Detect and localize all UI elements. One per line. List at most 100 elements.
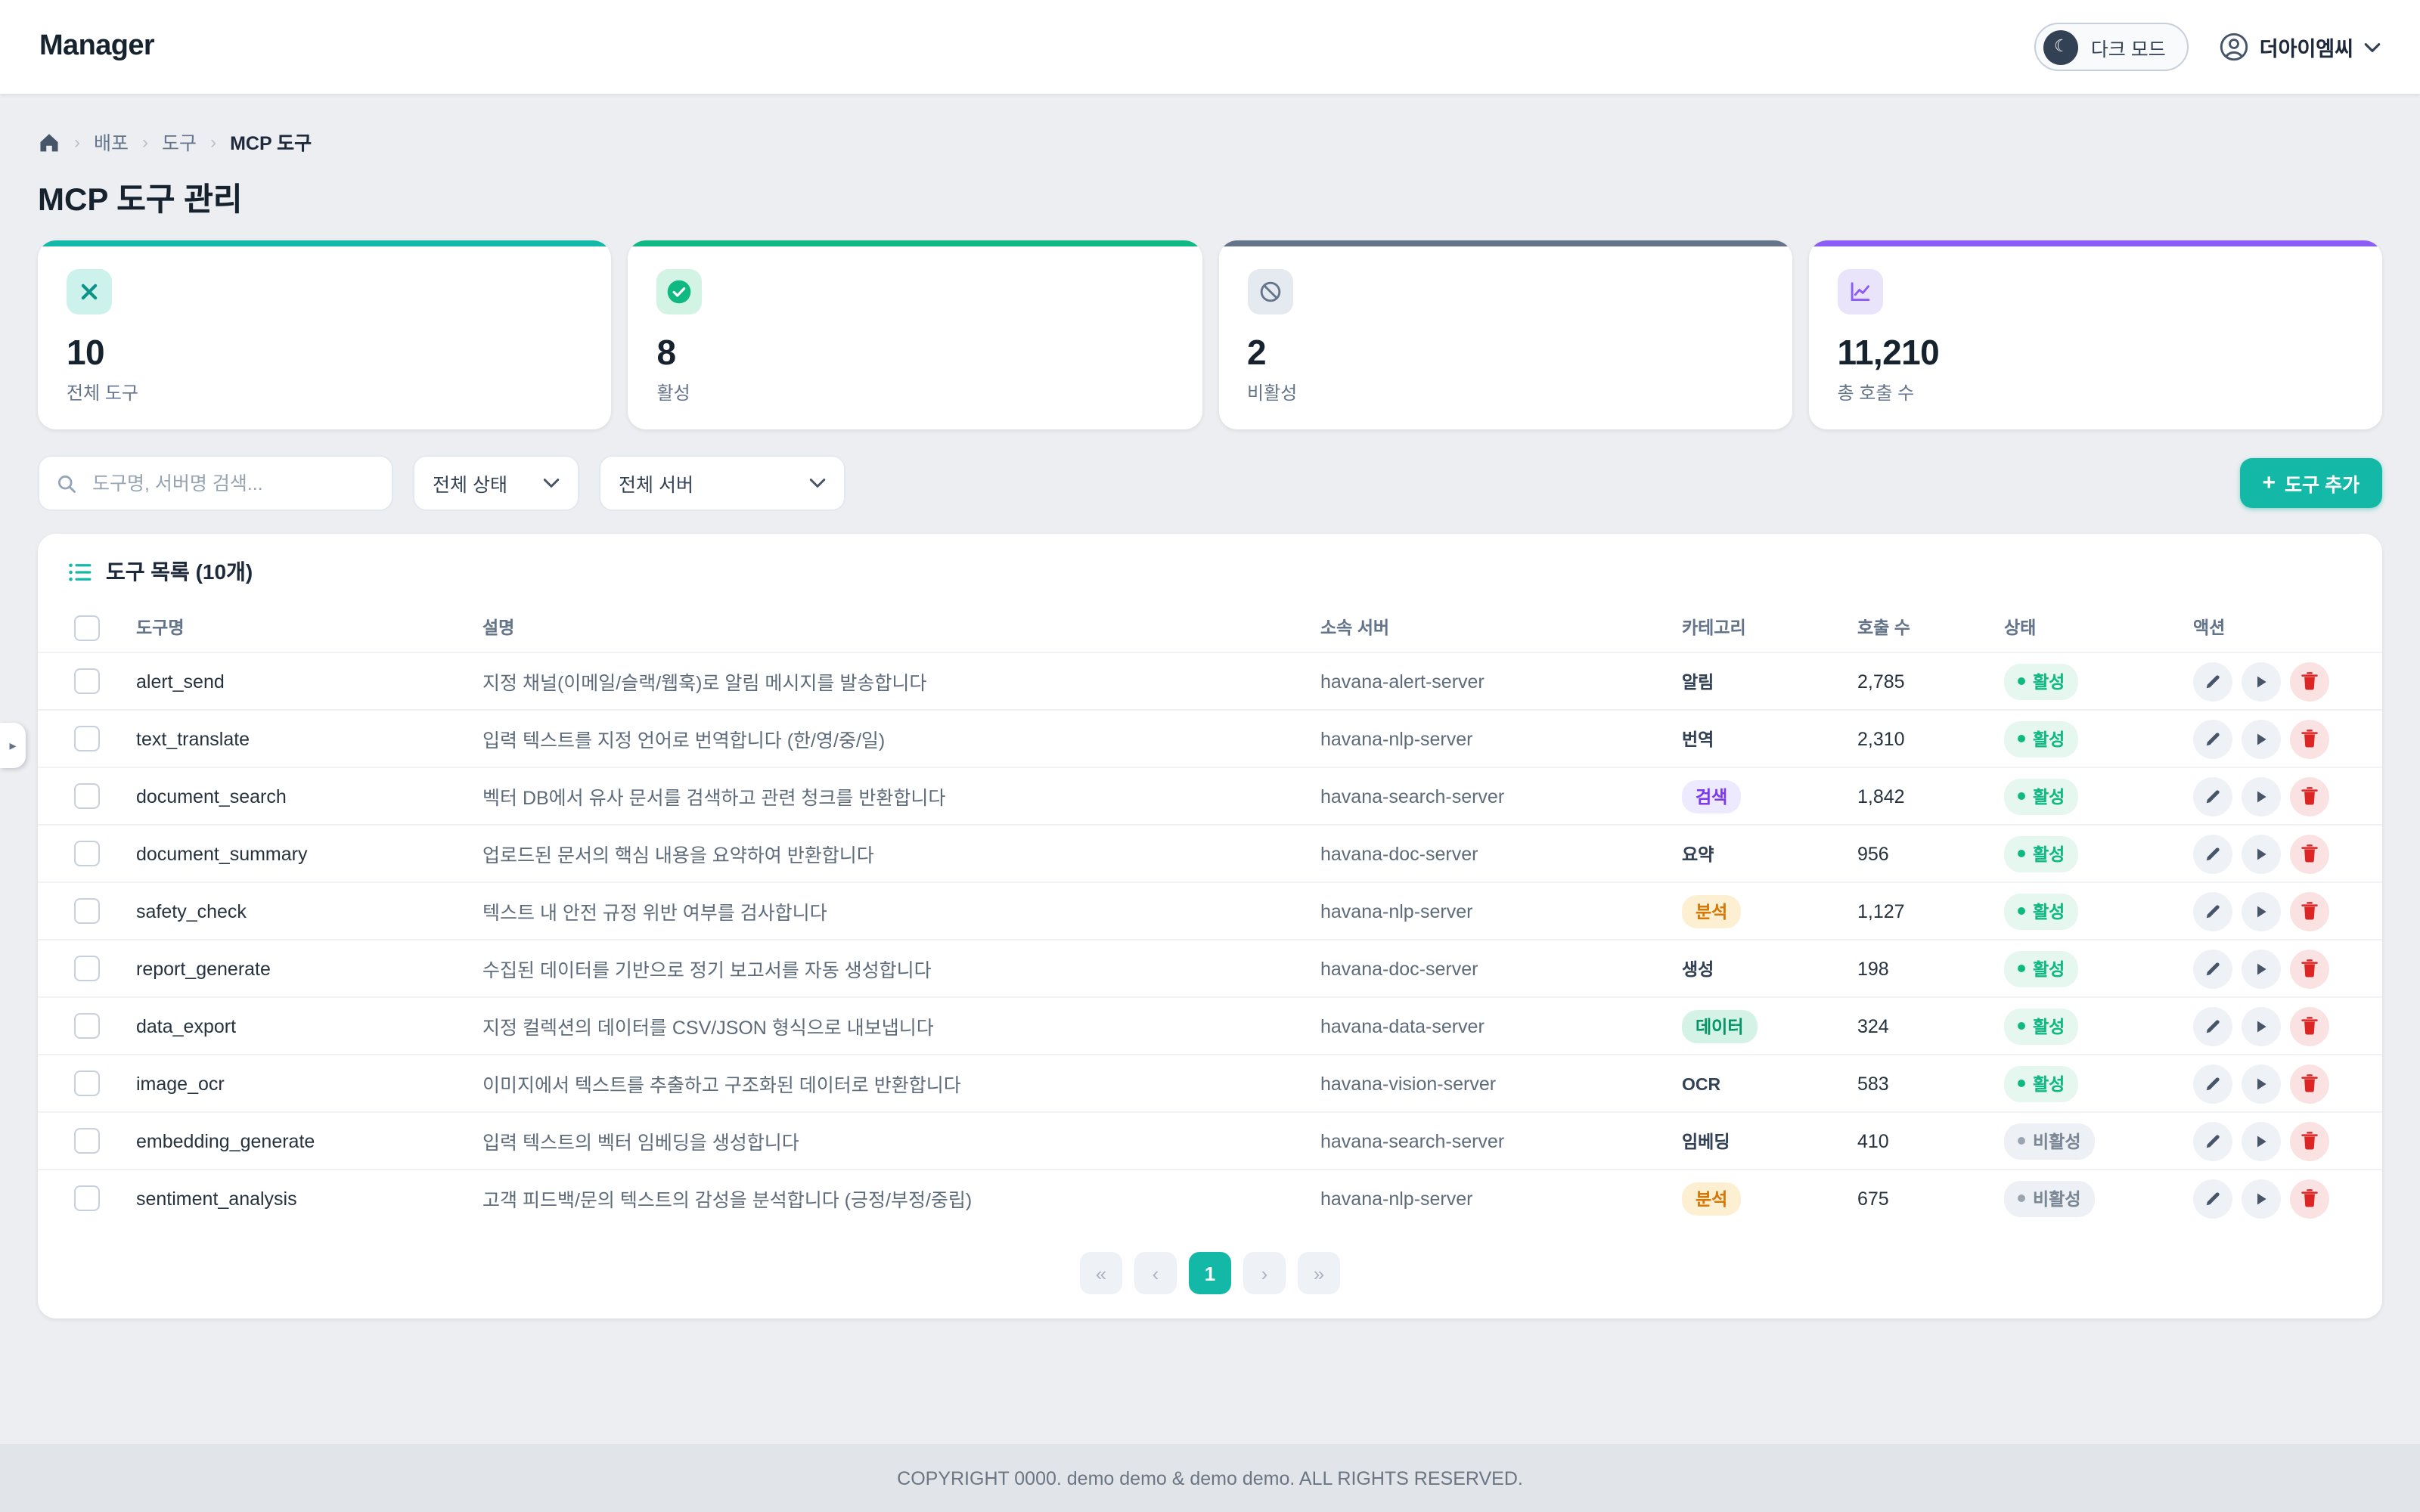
run-button[interactable]	[2242, 776, 2281, 816]
tool-name[interactable]: document_summary	[136, 843, 308, 864]
tool-name[interactable]: alert_send	[136, 671, 225, 692]
row-checkbox[interactable]	[74, 726, 100, 751]
delete-button[interactable]	[2290, 662, 2329, 701]
run-button[interactable]	[2242, 662, 2281, 701]
pagination-first-button[interactable]: «	[1080, 1252, 1122, 1294]
run-button[interactable]	[2242, 719, 2281, 758]
row-checkbox[interactable]	[74, 1070, 100, 1096]
stat-value-calls: 11,210	[1837, 333, 1940, 372]
pagination-prev-button[interactable]: ‹	[1134, 1252, 1177, 1294]
trash-icon	[2301, 901, 2319, 921]
delete-button[interactable]	[2290, 1179, 2329, 1218]
stat-value-active: 8	[656, 333, 677, 372]
play-icon	[2254, 731, 2269, 746]
tool-description: 이미지에서 텍스트를 추출하고 구조화된 데이터로 반환합니다	[482, 1075, 961, 1096]
delete-button[interactable]	[2290, 1006, 2329, 1046]
run-button[interactable]	[2242, 1179, 2281, 1218]
edit-button[interactable]	[2193, 891, 2232, 931]
tool-name[interactable]: text_translate	[136, 728, 250, 749]
pagination-page-1[interactable]: 1	[1189, 1252, 1231, 1294]
pagination: « ‹ 1 › »	[38, 1252, 2382, 1294]
play-icon	[2254, 961, 2269, 976]
call-count: 1,842	[1857, 785, 1905, 807]
edit-button[interactable]	[2193, 1064, 2232, 1103]
home-icon[interactable]	[38, 131, 60, 152]
row-checkbox[interactable]	[74, 668, 100, 694]
search-input[interactable]	[89, 471, 375, 495]
table-row: image_ocr 이미지에서 텍스트를 추출하고 구조화된 데이터로 반환합니…	[38, 1054, 2382, 1111]
run-button[interactable]	[2242, 1006, 2281, 1046]
edit-button[interactable]	[2193, 719, 2232, 758]
status-badge: 비활성	[2004, 1123, 2095, 1159]
server-filter-select[interactable]: 전체 서버	[599, 455, 845, 511]
select-all-checkbox[interactable]	[74, 615, 100, 640]
call-count: 583	[1857, 1073, 1889, 1094]
table-row: text_translate 입력 텍스트를 지정 언어로 번역합니다 (한/영…	[38, 709, 2382, 767]
trash-icon	[2301, 671, 2319, 691]
delete-button[interactable]	[2290, 1064, 2329, 1103]
call-count: 2,785	[1857, 671, 1905, 692]
delete-button[interactable]	[2290, 949, 2329, 988]
category-badge: 임베딩	[1682, 1133, 1730, 1151]
delete-button[interactable]	[2290, 719, 2329, 758]
edit-button[interactable]	[2193, 834, 2232, 873]
tool-name[interactable]: embedding_generate	[136, 1130, 315, 1151]
sidebar-expand-toggle[interactable]: ▸	[0, 723, 26, 768]
stat-card: 8 활성	[628, 240, 1202, 429]
stat-value-total: 10	[67, 333, 105, 372]
run-button[interactable]	[2242, 891, 2281, 931]
category-badge: 분석	[1682, 894, 1742, 928]
tool-name[interactable]: safety_check	[136, 900, 247, 922]
row-checkbox[interactable]	[74, 1013, 100, 1039]
row-checkbox[interactable]	[74, 841, 100, 866]
breadcrumb-item-deploy[interactable]: 배포	[94, 133, 129, 154]
delete-button[interactable]	[2290, 1121, 2329, 1160]
table-title: 도구 목록 (10개)	[106, 559, 253, 584]
row-checkbox[interactable]	[74, 898, 100, 924]
run-button[interactable]	[2242, 949, 2281, 988]
run-button[interactable]	[2242, 834, 2281, 873]
breadcrumb-item-tools[interactable]: 도구	[162, 133, 197, 154]
edit-button[interactable]	[2193, 776, 2232, 816]
table-row: report_generate 수집된 데이터를 기반으로 정기 보고서를 자동…	[38, 939, 2382, 996]
play-icon	[2254, 1191, 2269, 1206]
delete-button[interactable]	[2290, 834, 2329, 873]
edit-button[interactable]	[2193, 1121, 2232, 1160]
row-checkbox[interactable]	[74, 956, 100, 981]
pagination-last-button[interactable]: »	[1298, 1252, 1340, 1294]
user-menu[interactable]: 더아이엠씨	[2219, 32, 2381, 62]
row-checkbox[interactable]	[74, 1185, 100, 1211]
edit-button[interactable]	[2193, 662, 2232, 701]
delete-button[interactable]	[2290, 891, 2329, 931]
row-checkbox[interactable]	[74, 1128, 100, 1154]
delete-button[interactable]	[2290, 776, 2329, 816]
pencil-icon	[2204, 1074, 2222, 1092]
tool-name[interactable]: report_generate	[136, 958, 271, 979]
breadcrumb-separator: ›	[74, 131, 80, 152]
dark-mode-toggle[interactable]: ☾ 다크 모드	[2034, 23, 2189, 71]
edit-button[interactable]	[2193, 949, 2232, 988]
table-row: data_export 지정 컬렉션의 데이터를 CSV/JSON 형식으로 내…	[38, 996, 2382, 1054]
pencil-icon	[2204, 844, 2222, 863]
copyright-text: COPYRIGHT 0000. demo demo & demo demo. A…	[897, 1467, 1523, 1489]
status-badge: 활성	[2004, 720, 2079, 757]
status-badge: 활성	[2004, 893, 2079, 929]
pagination-next-button[interactable]: ›	[1243, 1252, 1286, 1294]
row-checkbox[interactable]	[74, 783, 100, 809]
tool-name[interactable]: sentiment_analysis	[136, 1188, 297, 1209]
status-filter-select[interactable]: 전체 상태	[413, 455, 579, 511]
tool-description: 지정 컬렉션의 데이터를 CSV/JSON 형식으로 내보냅니다	[482, 1018, 934, 1039]
table-row: sentiment_analysis 고객 피드백/문의 텍스트의 감성을 분석…	[38, 1169, 2382, 1226]
add-tool-button[interactable]: + 도구 추가	[2239, 458, 2382, 508]
pencil-icon	[2204, 1189, 2222, 1207]
edit-button[interactable]	[2193, 1179, 2232, 1218]
tool-name[interactable]: data_export	[136, 1015, 237, 1036]
run-button[interactable]	[2242, 1121, 2281, 1160]
tool-name[interactable]: document_search	[136, 785, 287, 807]
edit-button[interactable]	[2193, 1006, 2232, 1046]
play-icon	[2254, 674, 2269, 689]
run-button[interactable]	[2242, 1064, 2281, 1103]
pencil-icon	[2204, 730, 2222, 748]
tool-name[interactable]: image_ocr	[136, 1073, 225, 1094]
